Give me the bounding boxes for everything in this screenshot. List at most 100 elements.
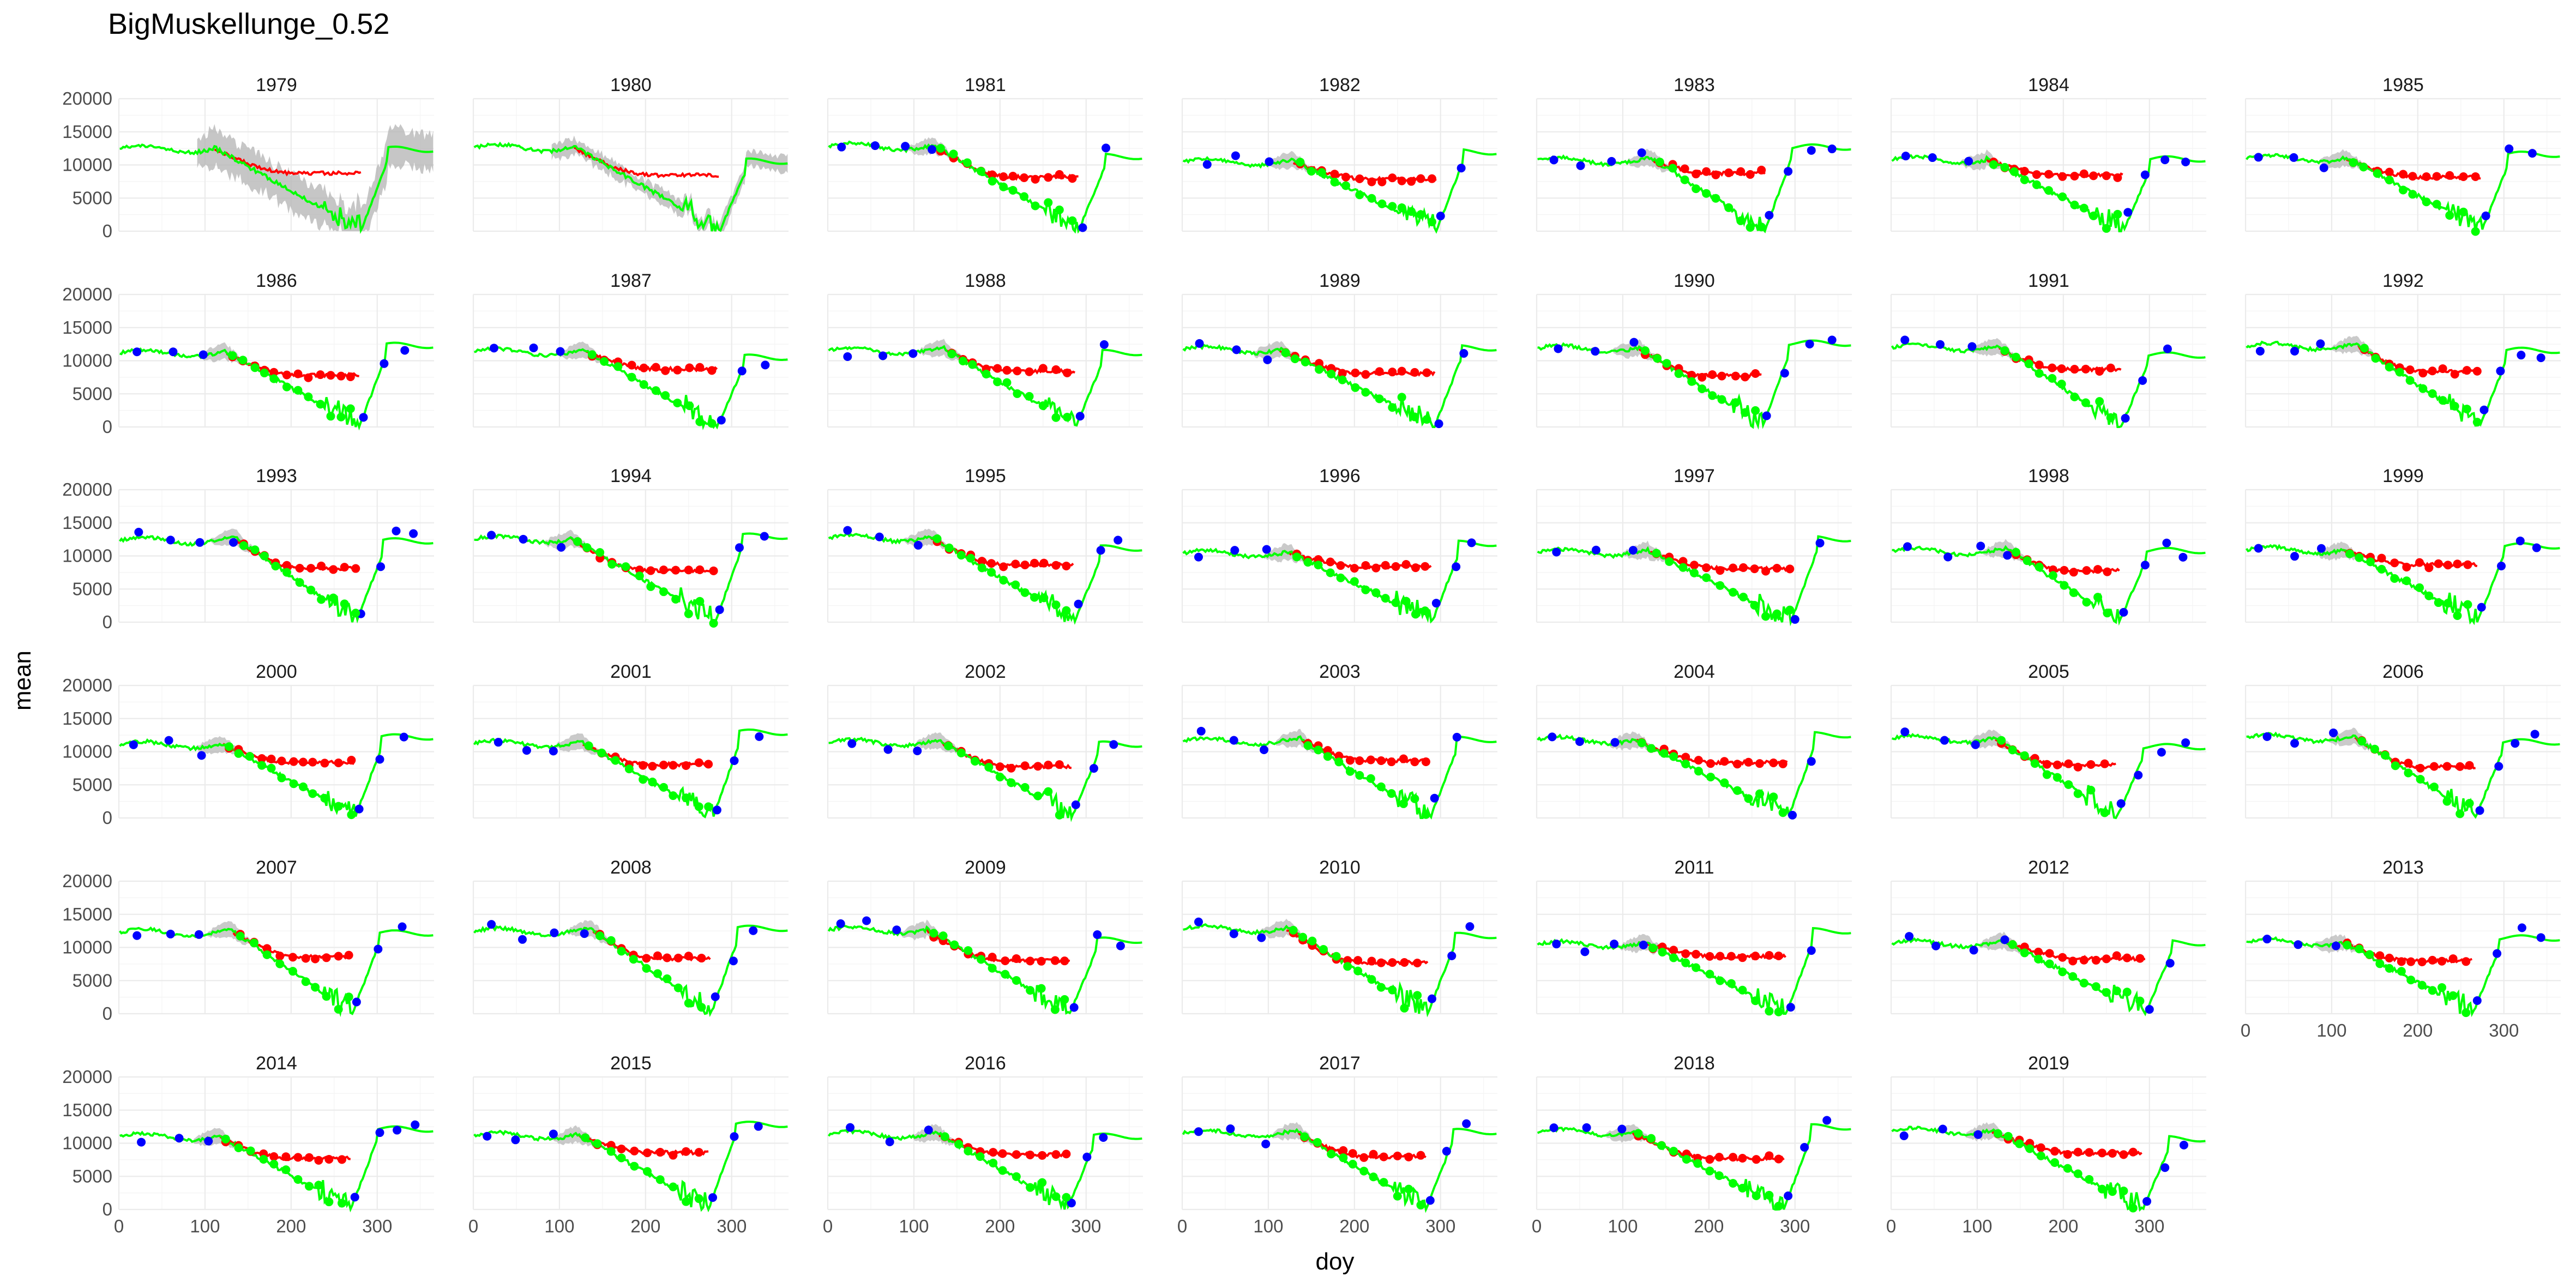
green-observation-point [1068, 216, 1077, 225]
green-observation-point [1751, 406, 1760, 415]
blue-observation-point [847, 739, 857, 748]
red-observation-point [639, 761, 648, 770]
facet-panel-1998: 1998 [1890, 466, 2206, 626]
blue-observation-point [229, 538, 238, 547]
facet-panel-2016: 2016 0 100 200 300 [823, 1053, 1143, 1236]
green-observation-point [249, 938, 258, 948]
blue-observation-point [2289, 153, 2298, 162]
red-observation-point [2113, 173, 2122, 182]
green-observation-point [2397, 967, 2406, 976]
red-observation-point [293, 1153, 303, 1162]
green-observation-point [1350, 577, 1359, 586]
green-observation-point [2418, 384, 2428, 393]
green-observation-point [2079, 978, 2089, 988]
green-observation-point [1724, 203, 1734, 212]
blue-observation-point [1465, 922, 1474, 931]
green-observation-point [351, 609, 360, 618]
blue-observation-point [2121, 414, 2130, 423]
green-observation-point [2122, 988, 2132, 997]
red-observation-point [1044, 760, 1053, 769]
green-observation-point [1410, 412, 1419, 422]
blue-observation-point [2134, 771, 2143, 780]
red-observation-point [669, 761, 678, 770]
red-observation-point [988, 170, 997, 179]
blue-observation-point [483, 1131, 492, 1141]
x-tick-label: 300 [1425, 1216, 1455, 1236]
green-observation-point [936, 143, 945, 153]
facet-panel-1988: 1988 [827, 270, 1143, 428]
red-observation-point [1012, 1150, 1021, 1159]
green-observation-point [257, 761, 267, 770]
green-observation-point [987, 568, 996, 577]
green-observation-point [2434, 598, 2443, 607]
green-observation-point [1427, 217, 1436, 226]
blue-observation-point [380, 359, 389, 368]
red-observation-point [1020, 173, 1029, 182]
green-observation-point [2050, 1158, 2060, 1167]
green-observation-point [1039, 593, 1049, 603]
green-observation-point [316, 400, 325, 409]
red-observation-point [1008, 172, 1018, 181]
blue-observation-point [376, 562, 386, 571]
red-observation-point [2073, 1147, 2083, 1157]
red-observation-point [2079, 955, 2089, 965]
y-tick-label: 15000 [62, 317, 112, 338]
blue-observation-point [409, 529, 418, 538]
green-observation-point [1327, 369, 1336, 378]
green-observation-point [221, 1134, 230, 1143]
blue-observation-point [2329, 728, 2338, 737]
green-observation-point [1752, 1191, 1761, 1200]
green-observation-point [593, 1139, 602, 1148]
facet-label: 1997 [1674, 466, 1715, 486]
red-observation-point [1055, 760, 1064, 769]
green-observation-point [1648, 943, 1658, 953]
green-observation-point [1407, 207, 1416, 216]
facet-label: 2001 [610, 661, 652, 682]
red-observation-point [2422, 172, 2431, 182]
green-observation-point [2000, 162, 2009, 172]
y-tick-label: 5000 [73, 579, 112, 599]
facet-label: 1987 [610, 270, 652, 291]
green-observation-point [293, 386, 303, 395]
blue-observation-point [2532, 543, 2541, 552]
red-observation-point [1413, 958, 1422, 967]
chart-title: BigMuskellunge_0.52 [108, 8, 389, 40]
red-observation-point [1706, 759, 1716, 768]
red-observation-point [308, 757, 317, 767]
green-observation-point [1662, 359, 1671, 368]
green-observation-point [2008, 745, 2017, 755]
green-observation-point [1665, 557, 1674, 566]
green-observation-point [1376, 782, 1386, 791]
red-observation-point [673, 953, 683, 962]
blue-observation-point [1591, 347, 1600, 356]
green-observation-point [613, 362, 623, 371]
green-observation-point [685, 401, 694, 411]
green-observation-point [621, 562, 630, 571]
blue-observation-point [1427, 994, 1436, 1003]
green-observation-point [293, 1175, 303, 1184]
red-observation-point [2390, 558, 2399, 568]
blue-observation-point [1102, 143, 1111, 153]
red-observation-point [1687, 371, 1696, 380]
green-observation-point [932, 534, 942, 543]
red-observation-point [617, 1144, 626, 1153]
green-observation-point [956, 748, 966, 757]
blue-observation-point [2262, 935, 2272, 944]
green-observation-point [311, 983, 320, 992]
y-tick-label: 10000 [62, 546, 112, 566]
series-line-red [214, 149, 362, 177]
red-observation-point [1427, 174, 1436, 183]
blue-observation-point [2290, 552, 2300, 561]
blue-observation-point [549, 1129, 558, 1139]
red-observation-point [682, 1147, 691, 1156]
red-observation-point [334, 952, 343, 961]
blue-observation-point [1931, 941, 1941, 950]
green-observation-point [1367, 975, 1376, 984]
green-observation-point [2102, 224, 2111, 233]
blue-observation-point [2477, 603, 2486, 612]
red-observation-point [336, 371, 346, 381]
green-observation-point [929, 929, 938, 938]
red-observation-point [1774, 951, 1783, 960]
green-observation-point [2069, 588, 2078, 597]
green-observation-point [1314, 745, 1323, 755]
